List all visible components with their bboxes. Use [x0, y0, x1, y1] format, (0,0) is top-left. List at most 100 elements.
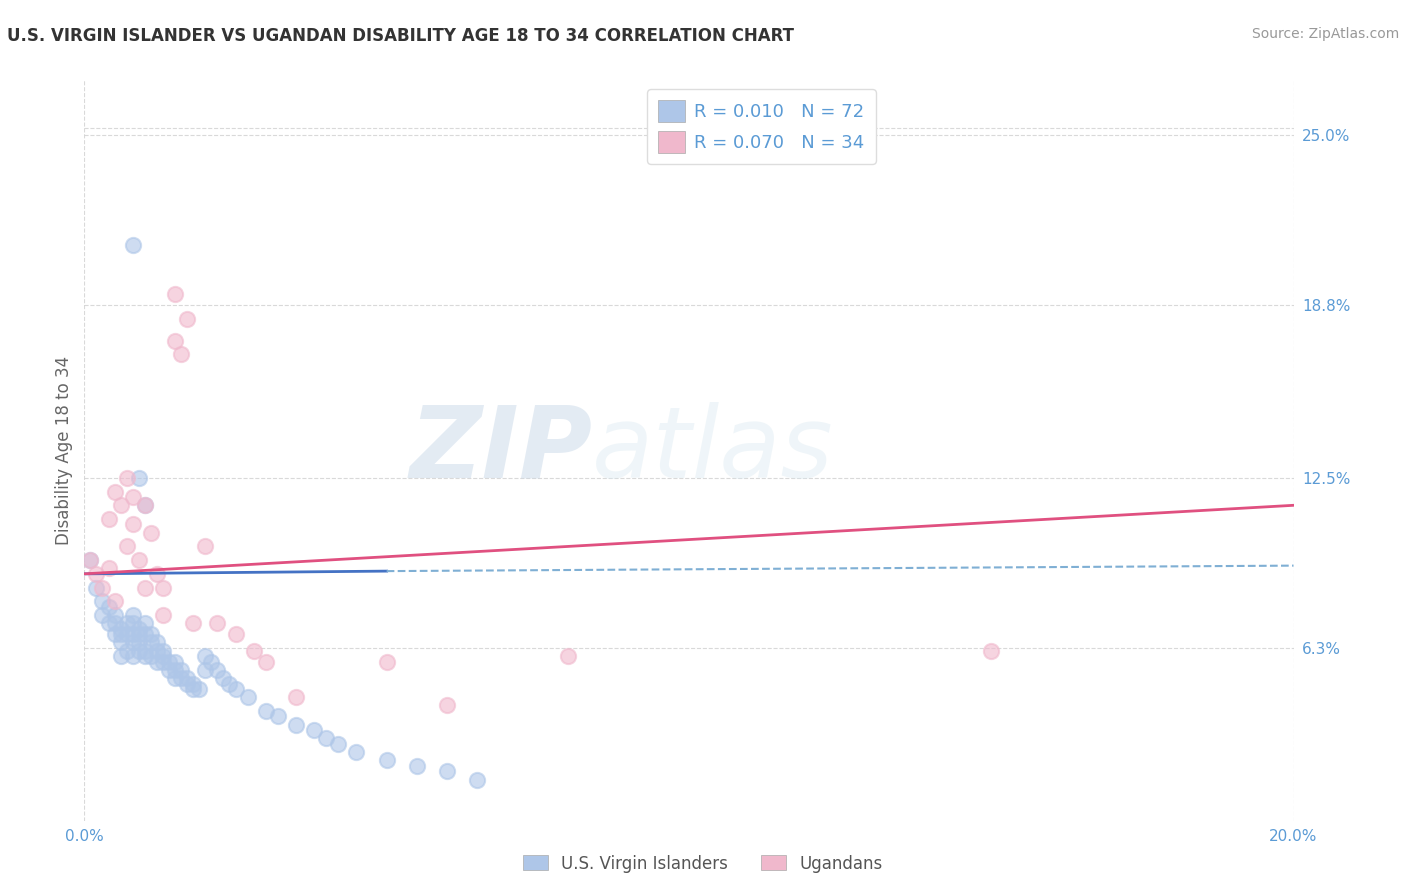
Text: atlas: atlas [592, 402, 834, 499]
Point [194, 663, 217, 677]
Point [267, 709, 290, 723]
Point [207, 663, 229, 677]
Point [146, 566, 169, 581]
Point [91, 594, 114, 608]
Point [152, 649, 174, 664]
Y-axis label: Disability Age 18 to 34: Disability Age 18 to 34 [55, 356, 73, 545]
Point [152, 655, 174, 669]
Point [134, 498, 156, 512]
Point [110, 649, 132, 664]
Point [163, 671, 186, 685]
Point [128, 643, 150, 657]
Point [328, 737, 350, 751]
Point [207, 616, 229, 631]
Point [110, 627, 132, 641]
Point [115, 471, 138, 485]
Point [170, 663, 193, 677]
Point [146, 643, 169, 657]
Point [980, 643, 1002, 657]
Point [110, 622, 132, 636]
Point [254, 655, 277, 669]
Point [139, 649, 162, 664]
Legend: R = 0.010   N = 72, R = 0.070   N = 34: R = 0.010 N = 72, R = 0.070 N = 34 [648, 89, 876, 164]
Text: ZIP: ZIP [409, 402, 592, 499]
Point [218, 676, 240, 690]
Point [200, 655, 222, 669]
Point [170, 347, 193, 361]
Point [315, 731, 337, 746]
Point [139, 627, 162, 641]
Point [134, 616, 156, 631]
Point [406, 759, 429, 773]
Point [121, 616, 143, 631]
Point [91, 581, 114, 595]
Point [121, 517, 143, 532]
Point [128, 622, 150, 636]
Point [436, 698, 458, 713]
Point [115, 627, 138, 641]
Point [134, 498, 156, 512]
Point [163, 655, 186, 669]
Point [104, 616, 127, 631]
Point [128, 471, 150, 485]
Point [146, 655, 169, 669]
Point [134, 643, 156, 657]
Point [152, 581, 174, 595]
Point [188, 681, 211, 696]
Point [121, 649, 143, 664]
Point [236, 690, 259, 705]
Point [146, 635, 169, 649]
Point [436, 764, 458, 779]
Point [176, 311, 198, 326]
Point [121, 490, 143, 504]
Legend: U.S. Virgin Islanders, Ugandans: U.S. Virgin Islanders, Ugandans [516, 848, 890, 880]
Point [284, 690, 308, 705]
Point [104, 627, 127, 641]
Point [176, 676, 198, 690]
Point [212, 671, 235, 685]
Point [121, 237, 143, 252]
Point [157, 663, 180, 677]
Point [139, 525, 162, 540]
Point [104, 607, 127, 622]
Point [152, 643, 174, 657]
Point [163, 287, 186, 301]
Point [163, 334, 186, 348]
Point [91, 607, 114, 622]
Text: Source: ZipAtlas.com: Source: ZipAtlas.com [1251, 27, 1399, 41]
Point [110, 635, 132, 649]
Point [115, 643, 138, 657]
Point [194, 649, 217, 664]
Point [375, 655, 398, 669]
Point [225, 681, 247, 696]
Point [139, 635, 162, 649]
Point [97, 599, 120, 614]
Point [181, 616, 204, 631]
Point [242, 643, 264, 657]
Point [467, 772, 489, 787]
Point [86, 581, 108, 595]
Point [121, 607, 143, 622]
Point [194, 540, 217, 554]
Point [97, 616, 120, 631]
Point [97, 512, 120, 526]
Point [170, 671, 193, 685]
Point [97, 561, 120, 575]
Point [79, 553, 101, 567]
Point [302, 723, 325, 738]
Point [104, 594, 127, 608]
Point [134, 627, 156, 641]
Point [157, 655, 180, 669]
Point [128, 635, 150, 649]
Point [121, 627, 143, 641]
Point [346, 745, 368, 759]
Point [176, 671, 198, 685]
Point [181, 681, 204, 696]
Point [375, 753, 398, 767]
Point [557, 649, 579, 664]
Point [79, 553, 101, 567]
Point [128, 627, 150, 641]
Point [104, 484, 127, 499]
Point [134, 581, 156, 595]
Point [128, 553, 150, 567]
